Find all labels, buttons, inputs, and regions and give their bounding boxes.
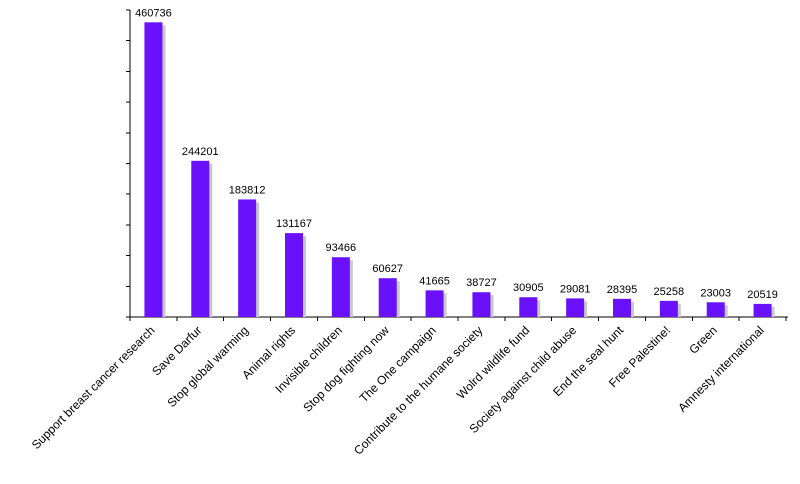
bar xyxy=(285,233,303,317)
value-label: 460736 xyxy=(135,7,172,19)
bar xyxy=(191,160,210,317)
bar xyxy=(331,257,350,317)
value-label: 183812 xyxy=(229,184,266,196)
value-label: 41665 xyxy=(419,275,450,287)
value-label: 38727 xyxy=(466,277,497,289)
axes xyxy=(126,9,788,321)
bars xyxy=(144,22,775,318)
value-label: 93466 xyxy=(326,242,357,254)
category-label: Green xyxy=(686,323,719,356)
bar xyxy=(566,298,585,317)
value-label: 28395 xyxy=(607,284,638,296)
category-label: Amnesty international xyxy=(675,323,767,415)
value-label: 25258 xyxy=(654,286,685,298)
bar xyxy=(238,199,257,317)
value-label: 29081 xyxy=(560,283,591,295)
bar xyxy=(659,300,678,317)
value-label: 23003 xyxy=(700,287,731,299)
bar xyxy=(706,302,725,317)
category-label: Support breast cancer research xyxy=(29,323,158,452)
value-label: 131167 xyxy=(276,218,312,230)
value-label: 244201 xyxy=(182,146,219,158)
value-label: 20519 xyxy=(747,289,778,301)
bar xyxy=(472,292,491,317)
category-label: Stop global warming xyxy=(164,323,251,410)
category-label: Stop dog fighting now xyxy=(300,323,392,415)
bar xyxy=(425,290,444,317)
bar xyxy=(378,278,397,317)
bar xyxy=(753,303,772,317)
value-label: 30905 xyxy=(513,282,544,294)
bar xyxy=(144,22,163,318)
value-labels: 460736 244201 183812 131167 93466 60627 41665 3… xyxy=(135,7,778,301)
bar xyxy=(519,297,538,317)
bar xyxy=(613,298,631,317)
value-label: 60627 xyxy=(372,263,403,275)
